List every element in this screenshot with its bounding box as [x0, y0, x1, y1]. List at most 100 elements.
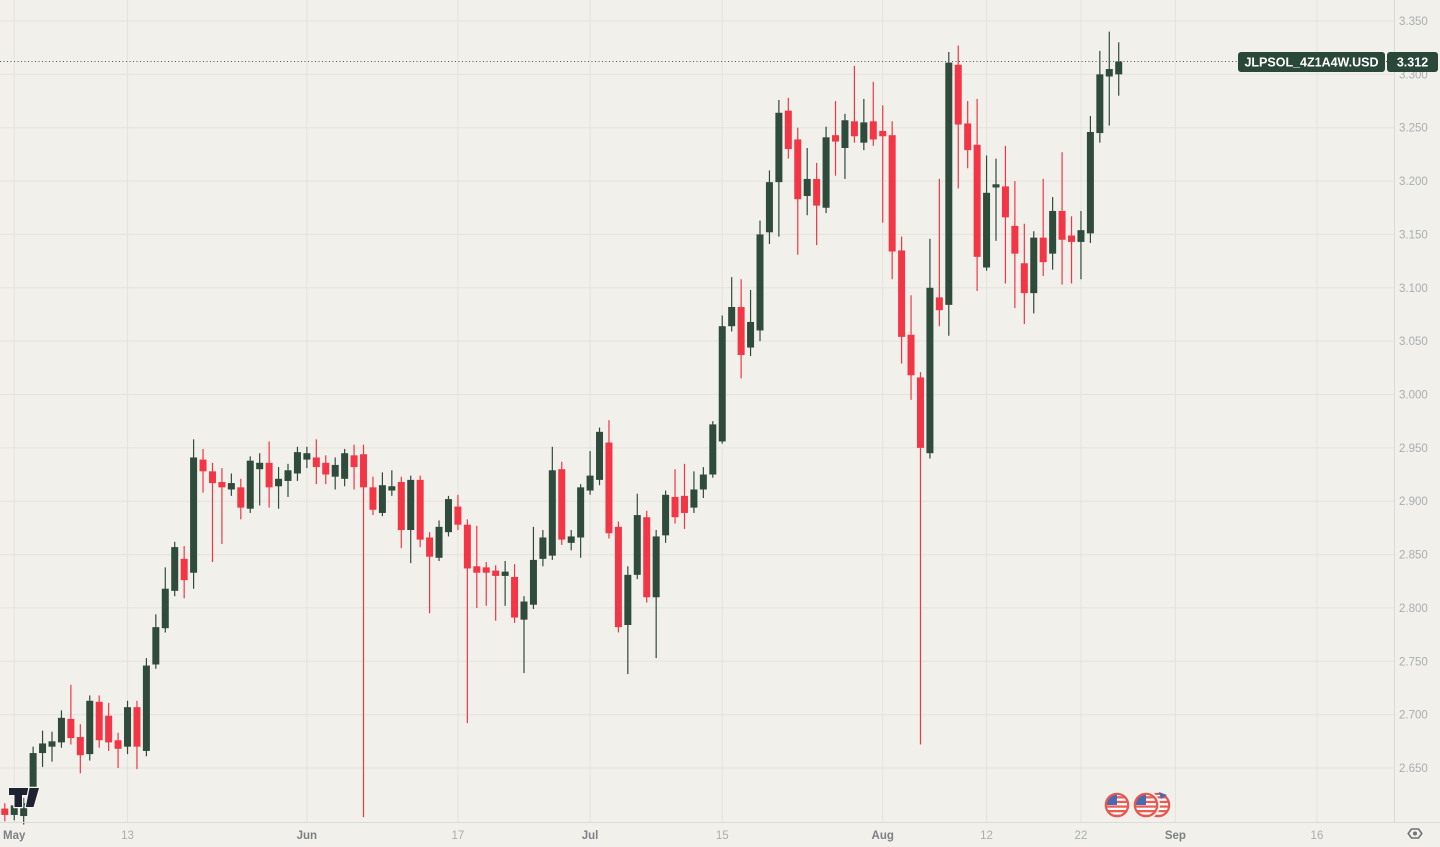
candle: [577, 484, 585, 558]
candle: [284, 463, 292, 497]
price-axis-label: 2.850: [1399, 550, 1428, 562]
candle: [501, 560, 509, 606]
candle: [671, 469, 679, 524]
candle: [586, 451, 594, 495]
candle: [303, 446, 311, 469]
candle: [95, 695, 103, 748]
candle: [208, 462, 216, 563]
candle: [973, 98, 981, 291]
price-axis-label: 3.050: [1399, 336, 1428, 348]
candle: [879, 105, 887, 223]
price-axis-label: 3.100: [1399, 283, 1428, 295]
time-axis-label: 17: [452, 830, 465, 842]
candle: [699, 467, 707, 499]
candle: [114, 732, 122, 768]
candle: [1068, 216, 1076, 284]
price-axis-label: 3.300: [1399, 69, 1428, 81]
symbol-badge-box: [1238, 52, 1385, 72]
candle: [67, 684, 75, 745]
candle: [124, 700, 132, 755]
candle: [992, 158, 1000, 241]
candle: [246, 456, 254, 513]
candle: [813, 162, 821, 246]
candle: [1, 803, 9, 822]
candle: [378, 472, 386, 517]
time-axis-label: 15: [716, 830, 729, 842]
us-flag-event-icon[interactable]: [1104, 792, 1130, 818]
candle: [142, 658, 150, 757]
price-axis[interactable]: 3.350 3.300 3.250 3.200 3.150 3.100 3.050 3.000…: [1399, 16, 1428, 775]
candle: [444, 495, 452, 537]
candle: [463, 519, 471, 724]
candle: [964, 101, 972, 169]
candle: [680, 463, 688, 529]
candle: [227, 473, 235, 496]
candle: [822, 126, 830, 214]
candle: [482, 562, 490, 606]
candle: [614, 521, 622, 633]
candle: [293, 446, 301, 481]
candle: [1011, 181, 1019, 309]
candle: [709, 421, 717, 478]
candle: [756, 220, 764, 342]
axis-settings-gear-icon[interactable]: [1407, 828, 1423, 839]
candle: [171, 541, 179, 597]
candle: [57, 710, 65, 748]
candle: [907, 295, 915, 400]
candle: [29, 746, 37, 794]
time-axis-label: 12: [980, 830, 993, 842]
candle: [1077, 210, 1085, 280]
us-flag-event-stack-icon[interactable]: [1131, 790, 1171, 820]
candle: [511, 564, 519, 623]
candle: [199, 448, 207, 493]
price-axis-label: 3.250: [1399, 123, 1428, 135]
candle: [350, 444, 358, 490]
price-label-badge: JLPSOL_4Z1A4W.USD 3.312: [1238, 52, 1438, 72]
price-axis-label: 3.000: [1399, 390, 1428, 402]
candle: [926, 238, 934, 459]
candle: [605, 420, 613, 539]
candle: [935, 178, 943, 327]
candle: [48, 731, 56, 762]
candle: [888, 121, 896, 280]
price-badge-label: 3.312: [1397, 56, 1428, 70]
candle: [1030, 231, 1038, 314]
candle: [718, 315, 726, 444]
time-axis-label: 13: [121, 830, 134, 842]
candle: [161, 567, 169, 633]
vertical-gridlines: [13, 0, 1318, 822]
candle: [39, 730, 47, 767]
candle: [794, 127, 802, 255]
price-axis-label: 3.150: [1399, 229, 1428, 241]
price-axis-label: 2.950: [1399, 443, 1428, 455]
tradingview-logo[interactable]: [7, 786, 41, 809]
candle: [256, 453, 264, 506]
price-axis-label: 2.650: [1399, 763, 1428, 775]
price-axis-label: 2.800: [1399, 603, 1428, 615]
us-flag-event-icons[interactable]: [1104, 790, 1171, 820]
candle: [1001, 145, 1009, 284]
candle: [850, 65, 858, 143]
candle: [520, 596, 528, 674]
price-badge-box: [1387, 52, 1438, 72]
candle: [1049, 197, 1057, 270]
candle: [633, 493, 641, 580]
candle: [832, 101, 840, 176]
time-axis-label: May: [3, 830, 26, 842]
candle: [275, 467, 283, 509]
candle: [331, 457, 339, 490]
time-axis-label: 16: [1311, 830, 1324, 842]
candle: [916, 372, 924, 745]
candle: [180, 546, 188, 599]
price-axis-label: 2.750: [1399, 656, 1428, 668]
price-axis-label: 2.700: [1399, 710, 1428, 722]
candle: [596, 427, 604, 486]
candle: [105, 702, 113, 751]
candle: [397, 476, 405, 549]
candle: [784, 97, 792, 159]
candle: [473, 525, 481, 608]
candle: [662, 490, 670, 543]
time-axis[interactable]: May 13 Jun 17 Jul 15 Aug 12 22 Sep 16: [3, 830, 1323, 842]
candle: [407, 475, 415, 564]
